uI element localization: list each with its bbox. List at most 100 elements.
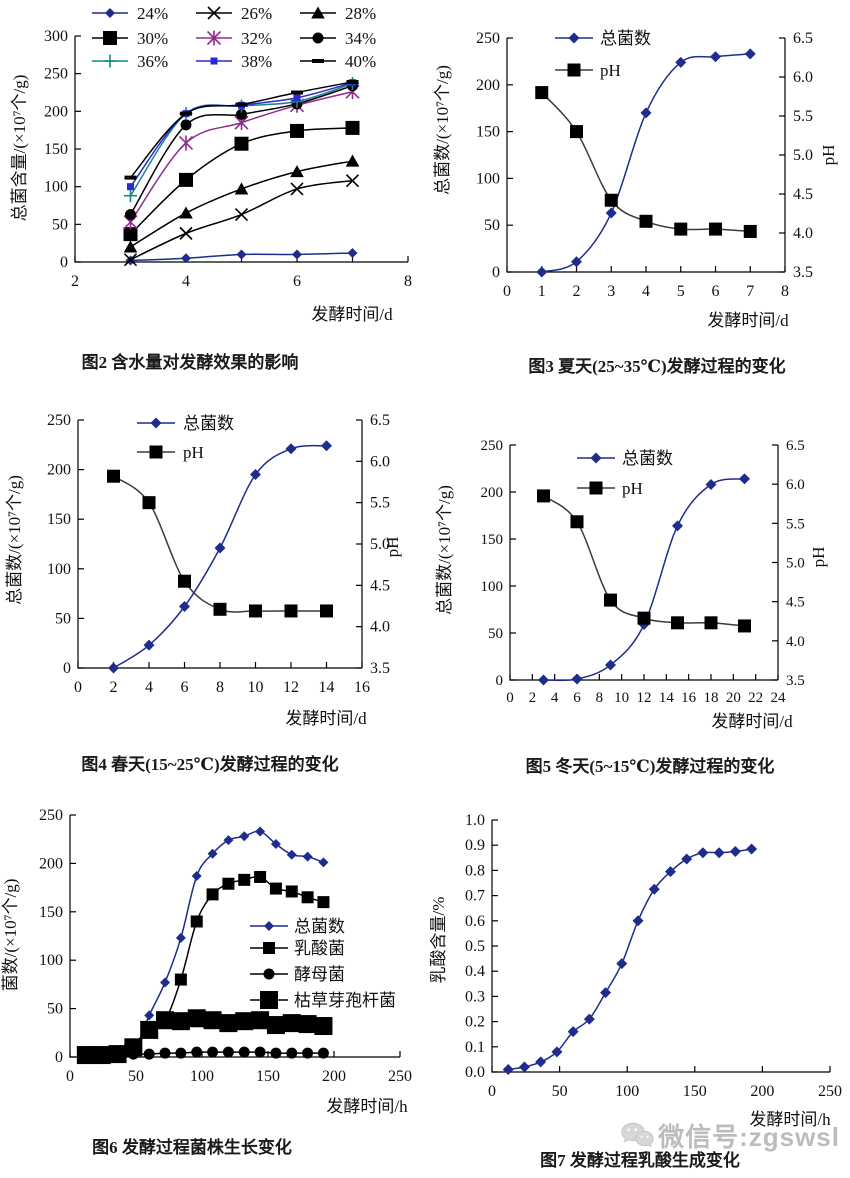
svg-text:6.0: 6.0 [370,453,390,470]
svg-text:200: 200 [481,485,504,501]
x-axis-title: 发酵时间/h [326,1097,408,1116]
svg-text:5.0: 5.0 [793,147,813,164]
legend-label: 30% [137,29,168,48]
svg-text:100: 100 [44,179,68,196]
svg-text:2: 2 [110,679,118,696]
y-axis-title: 菌数/(×10⁷个/g) [1,879,20,992]
svg-text:50: 50 [128,1068,144,1085]
svg-text:3.5: 3.5 [793,264,813,281]
legend-label: pH [600,61,621,80]
svg-text:22: 22 [748,690,763,706]
series-total [538,473,750,686]
svg-text:0.6: 0.6 [465,913,485,930]
svg-text:0: 0 [55,1049,63,1066]
axes [506,37,786,273]
svg-text:10: 10 [248,679,264,696]
svg-text:7: 7 [746,283,754,300]
svg-text:2: 2 [71,273,79,290]
fig5-chart: 0 2 4 6 8 10 12 14 16 18 20 22 240501001502002503.54… [435,438,828,731]
svg-text:0: 0 [488,1083,496,1100]
series-total [108,440,332,674]
svg-text:200: 200 [47,462,71,479]
svg-text:0: 0 [63,660,71,677]
svg-text:0.3: 0.3 [465,988,485,1005]
svg-text:5: 5 [677,283,685,300]
svg-text:150: 150 [481,532,504,548]
series-w40 [124,79,359,180]
legend-label: 酵母菌 [294,965,345,984]
legend-label: 总菌数 [294,917,345,936]
legend-label: 乳酸菌 [294,939,345,958]
series-w28 [123,154,360,253]
svg-text:14: 14 [659,690,675,706]
legend-label: 38% [241,52,272,71]
legend-label: 24% [137,4,168,23]
svg-text:200: 200 [476,77,500,94]
svg-text:4: 4 [642,283,650,300]
axis-titles: 发酵时间/h 菌数/(×10⁷个/g) [1,879,408,1116]
svg-text:4.5: 4.5 [370,577,390,594]
x-axis-title: 发酵时间/d [711,712,793,731]
tick-labels: 0 2 4 6 8 10 12 14 16 18 20 22 240501001502002503.54… [481,438,805,706]
svg-text:12: 12 [637,690,652,706]
svg-text:5.0: 5.0 [370,536,390,553]
y-axis-title: 乳酸含量/% [430,897,448,984]
svg-text:0: 0 [496,673,504,689]
series-w26 [123,174,360,267]
svg-text:50: 50 [47,1001,63,1018]
fig7-chart: 0 50 100 150 200 250 0.0 0.1 0.2 0.3 0.4 0.5 0.6 0.7 0… [430,812,842,1129]
svg-text:200: 200 [322,1068,346,1085]
svg-text:8: 8 [781,283,789,300]
svg-text:0: 0 [74,679,82,696]
svg-text:6: 6 [293,273,301,290]
svg-text:100: 100 [190,1068,214,1085]
svg-text:0.7: 0.7 [465,888,485,905]
svg-text:0: 0 [503,283,511,300]
svg-text:250: 250 [818,1083,842,1100]
axes [509,444,779,681]
svg-text:4.5: 4.5 [793,186,813,203]
svg-text:5.5: 5.5 [370,495,390,512]
svg-text:150: 150 [44,141,68,158]
svg-text:14: 14 [319,679,335,696]
fig2-panel: 2 4 6 8 0 50 100 150 200 250 300 发酵时间/d 总菌含量/(×10⁷个/… [0,0,430,388]
tick-labels: 2 4 6 8 0 50 100 150 200 250 300 [44,28,412,290]
svg-text:50: 50 [55,610,71,627]
svg-text:18: 18 [704,690,719,706]
tick-labels: 0 2 4 6 8 10 12 14 16 0 50 100 150 200 250 3.5 4.0 4.5 5.0… [47,412,390,696]
svg-text:20: 20 [726,690,741,706]
svg-text:0: 0 [66,1068,74,1085]
tick-labels: 0 50 100 150 200 250 0.0 0.1 0.2 0.3 0.4 0.5 0.6 0.7 0… [465,812,842,1100]
svg-text:0: 0 [492,264,500,281]
svg-text:150: 150 [47,511,71,528]
fig4-chart: 0 2 4 6 8 10 12 14 16 0 50 100 150 200 250 3.5 4.0 4.5 5.0… [5,412,402,728]
svg-text:4: 4 [145,679,153,696]
svg-text:250: 250 [44,66,68,83]
svg-text:6.0: 6.0 [793,69,813,86]
svg-text:0.1: 0.1 [465,1039,485,1056]
svg-text:8: 8 [596,690,604,706]
series-w24 [125,247,358,266]
fig6-panel: 0 50 100 150 200 250 0 50 100 150 200 250 发酵时间/h 菌数/(… [0,790,430,1178]
svg-text:0.0: 0.0 [465,1064,485,1081]
svg-text:4.5: 4.5 [786,595,805,611]
svg-text:100: 100 [615,1083,639,1100]
svg-text:100: 100 [47,561,71,578]
svg-text:100: 100 [39,952,63,969]
svg-text:250: 250 [47,412,71,429]
svg-text:6: 6 [181,679,189,696]
svg-text:3: 3 [607,283,615,300]
series-w30 [123,120,360,242]
svg-text:50: 50 [52,216,68,233]
svg-text:6.0: 6.0 [786,477,805,493]
legend-label: 34% [345,29,376,48]
legend-label: 总菌数 [600,29,651,48]
svg-text:3.5: 3.5 [370,660,390,677]
y-axis-title: 总菌含量/(×10⁷个/g) [10,75,29,222]
svg-text:3.5: 3.5 [786,673,805,689]
svg-text:50: 50 [552,1083,568,1100]
y2-axis-title: pH [383,537,402,558]
fig5-caption: 图5 冬天(5~15℃)发酵过程的变化 [525,757,775,776]
legend: 总菌数 pH [137,414,234,462]
svg-text:150: 150 [683,1083,707,1100]
